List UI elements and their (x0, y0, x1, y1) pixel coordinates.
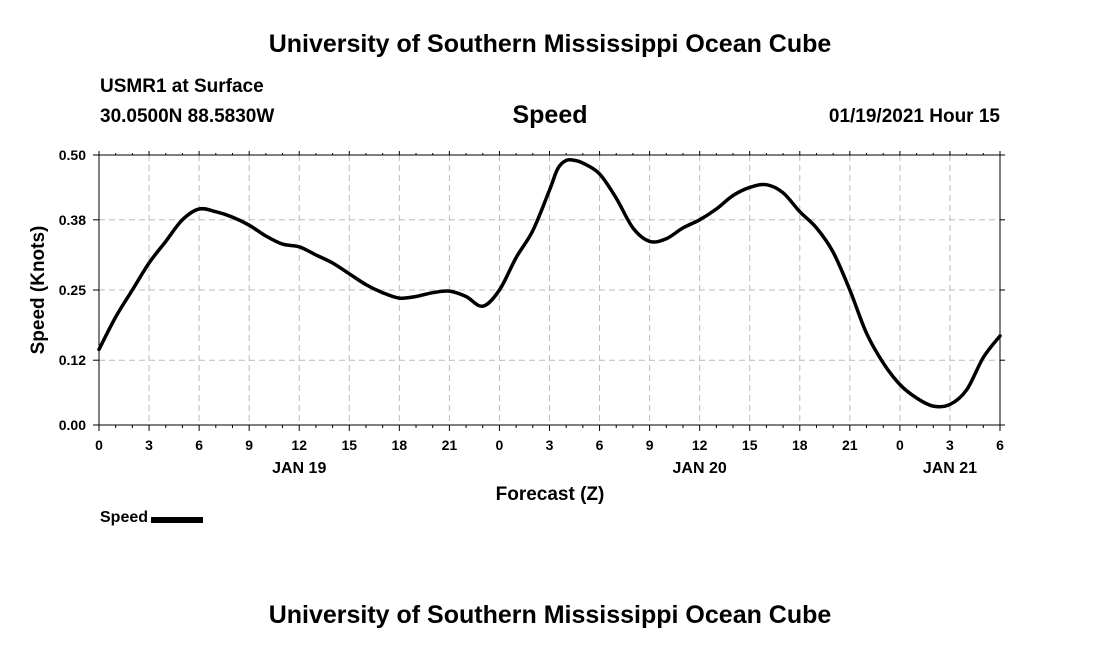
x-tick-label: 18 (392, 437, 408, 453)
x-tick-label: 9 (646, 437, 654, 453)
chart-title: University of Southern Mississippi Ocean… (268, 30, 832, 58)
day-label: JAN 21 (923, 460, 977, 477)
x-tick-label: 12 (291, 437, 307, 453)
location-label: 30.0500N 88.5830W (100, 106, 275, 127)
variable-title: Speed (512, 101, 588, 129)
label-layer: 0 3 6 9 12 15 18 21 0 3 6 9 12 15 18 21 0 3 6 0.00 0.12 0.25 0… (59, 147, 1004, 477)
y-tick-label: 0.00 (59, 417, 86, 433)
x-tick-label: 3 (946, 437, 954, 453)
y-axis-label: Speed (Knots) (28, 226, 49, 355)
datetime-label: 01/19/2021 Hour 15 (828, 106, 1000, 127)
station-label: USMR1 at Surface (100, 76, 264, 97)
y-tick-label: 0.38 (59, 212, 86, 228)
x-tick-label: 18 (792, 437, 808, 453)
x-tick-label: 6 (596, 437, 604, 453)
y-tick-label: 0.12 (59, 352, 86, 368)
x-tick-label: 3 (145, 437, 153, 453)
tick-layer (93, 151, 1005, 431)
x-tick-label: 12 (692, 437, 708, 453)
x-tick-label: 9 (245, 437, 253, 453)
legend-swatch (151, 516, 204, 523)
day-label: JAN 19 (272, 460, 326, 477)
x-tick-label: 6 (996, 437, 1004, 453)
x-tick-label: 21 (442, 437, 458, 453)
x-tick-label: 6 (195, 437, 203, 453)
legend: Speed (100, 509, 204, 527)
x-tick-label: 0 (95, 437, 103, 453)
grid-layer (99, 155, 1000, 425)
x-tick-label: 15 (742, 437, 758, 453)
x-tick-label: 21 (842, 437, 858, 453)
legend-label: Speed (100, 509, 149, 526)
x-tick-label: 15 (341, 437, 357, 453)
footer-title: University of Southern Mississippi Ocean… (268, 601, 832, 629)
series-line-speed (97, 157, 1002, 409)
x-tick-label: 3 (546, 437, 554, 453)
day-label: JAN 20 (673, 460, 727, 477)
y-tick-label: 0.25 (59, 282, 86, 298)
y-tick-label: 0.50 (59, 147, 86, 163)
x-tick-label: 0 (896, 437, 904, 453)
x-axis-label: Forecast (Z) (496, 484, 605, 505)
x-tick-label: 0 (496, 437, 504, 453)
